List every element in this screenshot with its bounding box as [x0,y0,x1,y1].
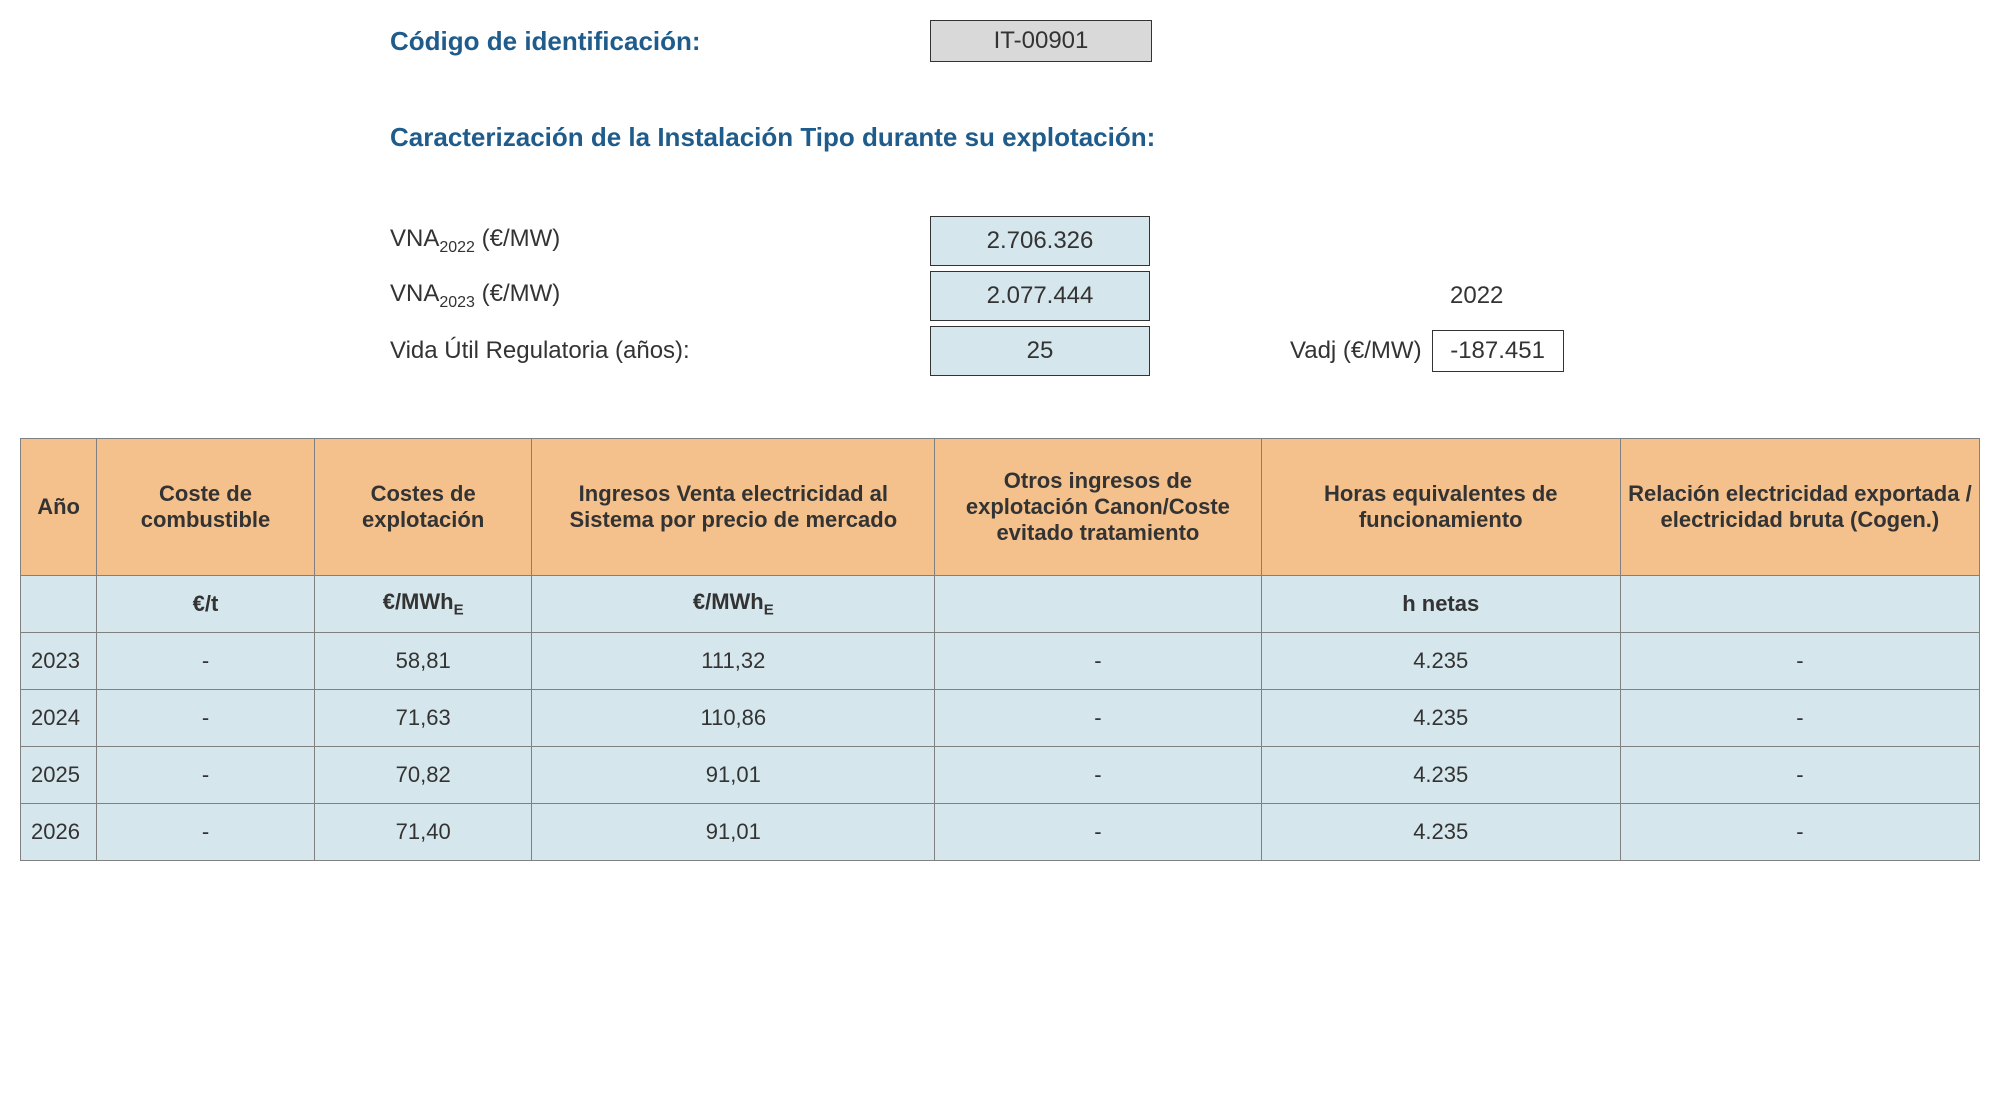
vna2023-label-pre: VNA [390,280,439,307]
th-fuel-cost: Coste de combustible [97,439,315,576]
cell-ratio: - [1620,690,1979,747]
th-opex: Costes de explotación [314,439,532,576]
table-row: 2024 - 71,63 110,86 - 4.235 - [21,690,1980,747]
vadj-label: Vadj (€/MW) [1290,337,1422,365]
unit-opex-sub: E [454,602,464,619]
vna2023-value: 2.077.444 [930,271,1150,321]
unit-other [935,576,1262,633]
cell-fuel: - [97,690,315,747]
vna2022-label-post: (€/MW) [475,225,560,252]
cell-opex: 70,82 [314,747,532,804]
cell-other: - [935,690,1262,747]
cell-hours: 4.235 [1261,633,1620,690]
unit-hours: h netas [1261,576,1620,633]
cell-fuel: - [97,747,315,804]
cell-income: 91,01 [532,804,935,861]
vna2022-sub: 2022 [439,238,475,255]
vna2022-label: VNA2022 (€/MW) [390,225,930,257]
vida-row: Vida Útil Regulatoria (años): 25 Vadj (€… [390,323,1980,378]
unit-opex-pre: €/MWh [383,589,454,614]
table-header-row: Año Coste de combustible Costes de explo… [21,439,1980,576]
cell-ratio: - [1620,747,1979,804]
vna2023-label: VNA2023 (€/MW) [390,280,930,312]
data-table: Año Coste de combustible Costes de explo… [20,438,1980,861]
cell-other: - [935,747,1262,804]
unit-ratio [1620,576,1979,633]
unit-opex: €/MWhE [314,576,532,633]
vna2022-label-pre: VNA [390,225,439,252]
identification-row: Código de identificación: IT-00901 [390,20,1980,62]
unit-income: €/MWhE [532,576,935,633]
cell-opex: 58,81 [314,633,532,690]
cell-hours: 4.235 [1261,690,1620,747]
cell-other: - [935,804,1262,861]
section-title: Caracterización de la Instalación Tipo d… [390,122,1980,153]
cell-opex: 71,40 [314,804,532,861]
vida-label: Vida Útil Regulatoria (años): [390,337,930,365]
vna2022-value: 2.706.326 [930,216,1150,266]
unit-fuel: €/t [97,576,315,633]
cell-opex: 71,63 [314,690,532,747]
th-year: Año [21,439,97,576]
vna2022-row: VNA2022 (€/MW) 2.706.326 [390,213,1980,268]
right-year: 2022 [1450,282,1503,310]
vna2023-row: VNA2023 (€/MW) 2.077.444 2022 [390,268,1980,323]
cell-ratio: - [1620,633,1979,690]
identification-label: Código de identificación: [390,26,930,57]
table-row: 2025 - 70,82 91,01 - 4.235 - [21,747,1980,804]
vna2023-sub: 2023 [439,293,475,310]
th-other-income: Otros ingresos de explotación Canon/Cost… [935,439,1262,576]
vadj-value: -187.451 [1432,330,1564,372]
cell-year: 2023 [21,633,97,690]
cell-income: 91,01 [532,747,935,804]
cell-year: 2024 [21,690,97,747]
table-row: 2026 - 71,40 91,01 - 4.235 - [21,804,1980,861]
identification-value-box: IT-00901 [930,20,1152,62]
th-hours: Horas equivalentes de funcionamiento [1261,439,1620,576]
cell-hours: 4.235 [1261,747,1620,804]
cell-income: 110,86 [532,690,935,747]
right-year-text: 2022 [1450,282,1503,310]
cell-ratio: - [1620,804,1979,861]
cell-hours: 4.235 [1261,804,1620,861]
vida-value: 25 [930,326,1150,376]
cell-other: - [935,633,1262,690]
th-ratio: Relación electricidad exportada / electr… [1620,439,1979,576]
cell-income: 111,32 [532,633,935,690]
cell-fuel: - [97,804,315,861]
vna2023-label-post: (€/MW) [475,280,560,307]
cell-year: 2025 [21,747,97,804]
cell-fuel: - [97,633,315,690]
cell-year: 2026 [21,804,97,861]
unit-income-sub: E [764,602,774,619]
unit-row: €/t €/MWhE €/MWhE h netas [21,576,1980,633]
th-income: Ingresos Venta electricidad al Sistema p… [532,439,935,576]
table-row: 2023 - 58,81 111,32 - 4.235 - [21,633,1980,690]
unit-year [21,576,97,633]
unit-income-pre: €/MWh [693,589,764,614]
vadj-block: Vadj (€/MW) -187.451 [1290,330,1564,372]
parameters-block: VNA2022 (€/MW) 2.706.326 VNA2023 (€/MW) … [390,213,1980,378]
